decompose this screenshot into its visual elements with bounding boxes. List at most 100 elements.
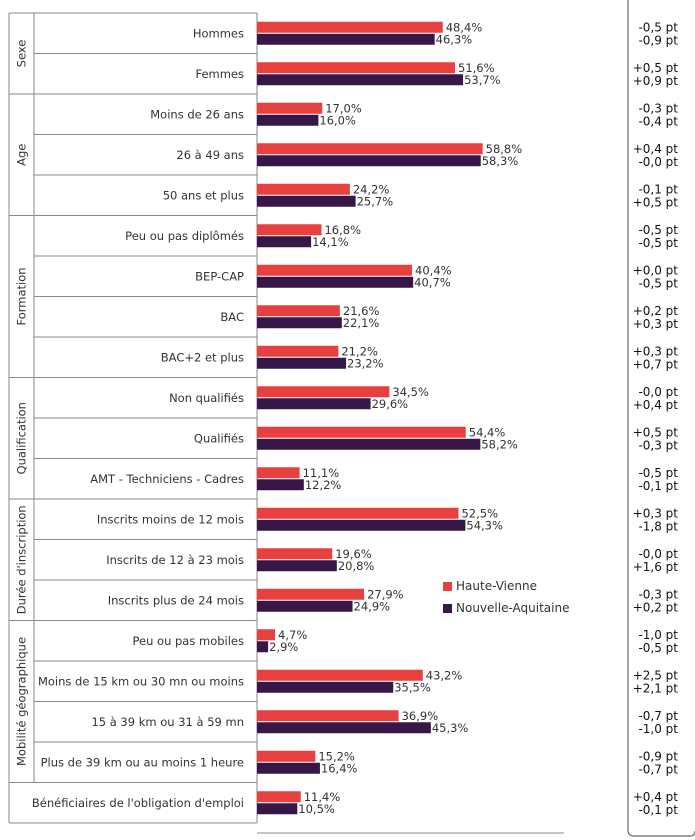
delta-value: -0,7 pt: [638, 762, 678, 776]
value-label: 17,0%: [325, 101, 362, 115]
group-label: Formation: [15, 267, 29, 325]
delta-value: +0,5 pt: [633, 195, 679, 209]
delta-value: +0,2 pt: [633, 600, 679, 614]
category-label: Bénéficiaires de l'obligation d'emploi: [32, 796, 244, 810]
bar-haute-vienne: [257, 183, 350, 195]
delta-value: -0,9 pt: [638, 33, 678, 47]
value-label: 16,4%: [321, 761, 358, 775]
value-label: 53,7%: [464, 73, 501, 87]
bar-nouvelle-aquitaine: [257, 479, 304, 491]
bars: [257, 21, 483, 815]
value-label: 27,9%: [367, 587, 404, 601]
category-label: Inscrits plus de 24 mois: [108, 593, 244, 607]
delta-value: +0,3 pt: [633, 344, 679, 358]
category-label: AMT - Techniciens - Cadres: [90, 472, 244, 486]
delta-value: -1,0 pt: [638, 722, 678, 736]
bar-haute-vienne: [257, 507, 459, 519]
bar-haute-vienne: [257, 62, 456, 74]
value-label: 19,6%: [335, 547, 372, 561]
category-label: BAC: [220, 310, 244, 324]
delta-value: +2,1 pt: [633, 681, 679, 695]
delta-value: -0,1 pt: [638, 479, 678, 493]
bar-nouvelle-aquitaine: [257, 33, 435, 45]
bar-nouvelle-aquitaine: [257, 195, 356, 207]
bar-haute-vienne: [257, 426, 466, 438]
category-label: Non qualifiés: [169, 391, 244, 405]
bar-nouvelle-aquitaine: [257, 236, 312, 248]
bar-haute-vienne: [257, 345, 339, 357]
value-label: 21,6%: [343, 304, 380, 318]
value-label: 14,1%: [312, 235, 349, 249]
value-label: 16,8%: [324, 223, 361, 237]
bar-nouvelle-aquitaine: [257, 722, 431, 734]
bar-nouvelle-aquitaine: [257, 276, 414, 288]
delta-value: -0,5 pt: [638, 641, 678, 655]
value-label: 29,6%: [372, 397, 409, 411]
bar-haute-vienne: [257, 669, 423, 681]
bar-nouvelle-aquitaine: [257, 438, 481, 450]
delta-value: -0,1 pt: [638, 803, 678, 817]
group-label: Age: [15, 144, 29, 166]
bar-haute-vienne: [257, 224, 322, 236]
delta-value: -0,5 pt: [638, 223, 678, 237]
group-label: Mobilité géographique: [15, 637, 29, 766]
value-label: 21,2%: [341, 344, 378, 358]
chart-frame: [8, 12, 258, 824]
delta-panel: -0,5 pt-0,9 pt+0,5 pt+0,9 pt-0,3 pt-0,4 …: [627, 0, 695, 837]
value-label: 40,7%: [414, 275, 451, 289]
value-label: 36,9%: [402, 709, 439, 723]
value-label: 24,9%: [354, 599, 391, 613]
delta-value: +0,4 pt: [633, 790, 679, 804]
bar-haute-vienne: [257, 386, 390, 398]
legend-swatch: [443, 582, 452, 591]
value-label: 52,5%: [461, 506, 498, 520]
value-label: 45,3%: [432, 721, 469, 735]
bar-haute-vienne: [257, 791, 301, 803]
delta-value: -0,0 pt: [638, 547, 678, 561]
delta-value: -0,4 pt: [638, 114, 678, 128]
delta-value: +0,7 pt: [633, 357, 679, 371]
bar-haute-vienne: [257, 21, 443, 33]
bar-nouvelle-aquitaine: [257, 357, 347, 369]
delta-value: -0,5 pt: [638, 20, 678, 34]
delta-value: -0,9 pt: [638, 749, 678, 763]
category-label: BAC+2 et plus: [161, 350, 244, 364]
bar-nouvelle-aquitaine: [257, 398, 371, 410]
value-label: 2,9%: [269, 640, 298, 654]
delta-value: +0,0 pt: [633, 263, 679, 277]
value-label: 43,2%: [426, 668, 463, 682]
delta-value: +0,5 pt: [633, 61, 679, 75]
group-labels: Sexe Age Formation Qualification Durée d'ins…: [15, 40, 29, 766]
bar-nouvelle-aquitaine: [257, 519, 466, 531]
value-label: 16,0%: [319, 113, 356, 127]
group-label: Qualification: [15, 402, 29, 474]
value-label: 48,4%: [446, 20, 483, 34]
delta-value: +0,3 pt: [633, 317, 679, 331]
value-label: 11,4%: [304, 790, 341, 804]
legend-swatch: [443, 604, 452, 613]
value-label: 58,2%: [481, 437, 518, 451]
category-label: Qualifiés: [194, 431, 244, 445]
value-label: 58,8%: [486, 142, 523, 156]
category-label: Femmes: [195, 67, 244, 81]
delta-value: -0,0 pt: [638, 155, 678, 169]
delta-value: -0,3 pt: [638, 101, 678, 115]
delta-value: +0,5 pt: [633, 425, 679, 439]
delta-value: -0,5 pt: [638, 276, 678, 290]
value-label: 54,4%: [469, 425, 506, 439]
delta-value: -0,5 pt: [638, 236, 678, 250]
delta-value: +0,2 pt: [633, 304, 679, 318]
delta-panel-border: [627, 0, 695, 837]
delta-value: -0,7 pt: [638, 709, 678, 723]
delta-value: +0,4 pt: [633, 398, 679, 412]
bar-nouvelle-aquitaine: [257, 74, 464, 86]
bar-haute-vienne: [257, 548, 333, 560]
value-label: 46,3%: [436, 32, 473, 46]
value-label: 54,3%: [466, 518, 503, 532]
delta-value: -0,3 pt: [638, 587, 678, 601]
delta-value: +2,5 pt: [633, 668, 679, 682]
legend-label: Nouvelle-Aquitaine: [456, 601, 569, 615]
bar-nouvelle-aquitaine: [257, 762, 320, 774]
bar-nouvelle-aquitaine: [257, 600, 353, 612]
